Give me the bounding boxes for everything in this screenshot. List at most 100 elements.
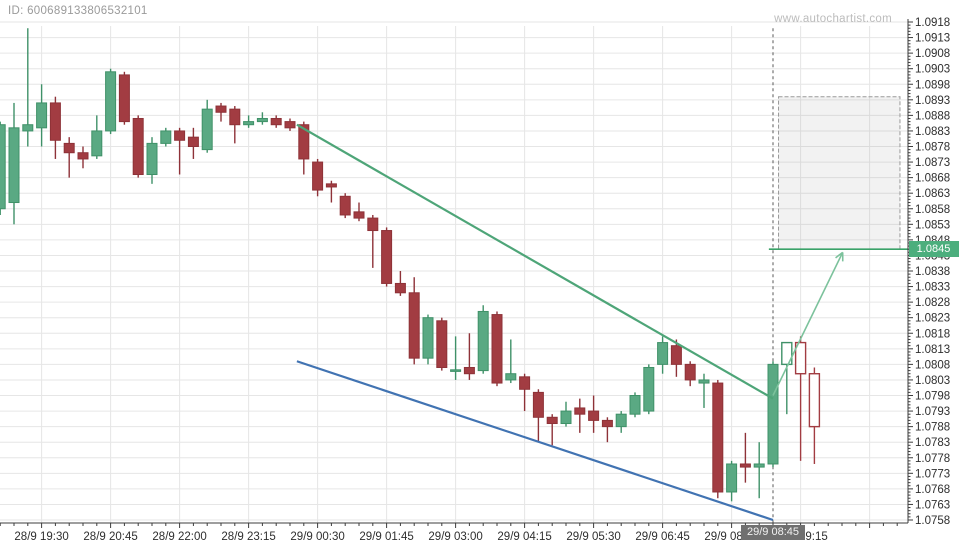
x-axis-label: 29/9 06:45 — [635, 531, 689, 543]
candle-body — [132, 117, 144, 176]
candle-body — [643, 366, 655, 412]
candle-body — [657, 342, 669, 365]
highlighted-price-badge: 1.0845 — [908, 241, 959, 258]
candle-body — [463, 366, 475, 375]
candle-body — [408, 292, 420, 359]
highlighted-time-badge: 29/9 08:45 — [741, 524, 805, 540]
upper-trendline — [296, 123, 774, 400]
candle-body — [698, 379, 710, 384]
y-axis-label: 1.0878 — [915, 142, 950, 154]
chart-id-label: ID: 600689133806532101 — [8, 5, 148, 17]
candle-body — [325, 183, 337, 188]
y-axis-label: 1.0898 — [915, 79, 950, 91]
candle-body — [422, 317, 434, 359]
candle-body — [381, 230, 393, 284]
candle-body — [160, 130, 172, 144]
y-axis-label: 1.0773 — [915, 468, 950, 480]
lower-trendline — [296, 360, 774, 522]
candle-body — [298, 124, 310, 160]
candle-body — [477, 310, 489, 372]
candle-body — [312, 161, 324, 191]
candle-body — [22, 124, 34, 132]
candle-body — [187, 136, 199, 148]
candle-body — [353, 211, 365, 219]
forecast-candle-body — [781, 341, 793, 366]
y-axis-label: 1.0788 — [915, 422, 950, 434]
candle-body — [243, 121, 255, 126]
y-axis-label: 1.0903 — [915, 64, 950, 76]
y-axis-label: 1.0808 — [915, 359, 950, 371]
y-axis-label: 1.0863 — [915, 188, 950, 200]
y-axis-label: 1.0873 — [915, 157, 950, 169]
y-axis-label: 1.0813 — [915, 344, 950, 356]
y-axis-label: 1.0778 — [915, 453, 950, 465]
x-axis-label: 28/9 20:45 — [83, 531, 137, 543]
y-axis-label: 1.0883 — [915, 126, 950, 138]
y-axis-label: 1.0838 — [915, 266, 950, 278]
y-axis-label: 1.0908 — [915, 48, 950, 60]
x-axis-label: 28/9 23:15 — [221, 531, 275, 543]
candle-body — [491, 314, 503, 384]
y-axis-label: 1.0763 — [915, 499, 950, 511]
candle-body — [215, 105, 227, 113]
candle-body — [629, 395, 641, 415]
candle-body — [91, 130, 103, 157]
candle-body — [394, 282, 406, 294]
candle-body — [753, 463, 765, 468]
x-axis-label: 29/9 04:15 — [497, 531, 551, 543]
y-axis-label: 1.0768 — [915, 484, 950, 496]
candle-body — [684, 363, 696, 381]
candle-body — [256, 117, 268, 123]
x-axis-label: 29/9 03:00 — [428, 531, 482, 543]
x-axis-label: 28/9 19:30 — [14, 531, 68, 543]
candle-body — [270, 117, 282, 126]
x-axis-label: 29/9 00:30 — [290, 531, 344, 543]
y-axis-label: 1.0818 — [915, 328, 950, 340]
y-axis-label: 1.0893 — [915, 95, 950, 107]
candle-body — [767, 363, 779, 465]
y-axis-label: 1.0888 — [915, 110, 950, 122]
candle-body — [615, 413, 627, 428]
forecast-target-box — [778, 96, 901, 250]
breakout-arrow — [772, 251, 844, 396]
candle-body — [63, 142, 75, 154]
candle-body — [118, 74, 130, 123]
y-axis-label: 1.0853 — [915, 219, 950, 231]
candle-body — [505, 373, 517, 381]
candle-body — [105, 71, 117, 132]
y-axis-label: 1.0913 — [915, 33, 950, 45]
candle-body — [174, 130, 186, 141]
candle-body — [339, 195, 351, 216]
x-axis-label: 28/9 22:00 — [152, 531, 206, 543]
candle-body — [519, 376, 531, 390]
candle-body — [546, 416, 558, 425]
candle-body — [146, 142, 158, 176]
x-axis-label: 29/9 05:30 — [566, 531, 620, 543]
candle-body — [739, 463, 751, 468]
y-axis-label: 1.0828 — [915, 297, 950, 309]
candle-body — [588, 410, 600, 421]
candle-body — [201, 108, 213, 151]
candle-body — [36, 102, 48, 129]
candle-body — [49, 102, 61, 141]
candle-body — [560, 410, 572, 425]
candle-body — [8, 127, 20, 204]
candle-body — [532, 391, 544, 418]
y-axis-label: 1.0833 — [915, 282, 950, 294]
breakout-arrow-head — [835, 251, 844, 259]
candle-body — [601, 419, 613, 428]
candle-body — [670, 345, 682, 365]
y-axis-label: 1.0918 — [915, 17, 950, 29]
watermark-text: www.autochartist.com — [774, 13, 892, 25]
y-axis-label: 1.0798 — [915, 391, 950, 403]
candle-body — [284, 121, 296, 129]
forecast-candle-body — [794, 341, 807, 375]
candle-body — [229, 108, 241, 126]
y-axis-label: 1.0823 — [915, 313, 950, 325]
y-axis-label: 1.0793 — [915, 406, 950, 418]
y-axis-label: 1.0858 — [915, 204, 950, 216]
candle-body — [574, 407, 586, 415]
y-axis-label: 1.0803 — [915, 375, 950, 387]
